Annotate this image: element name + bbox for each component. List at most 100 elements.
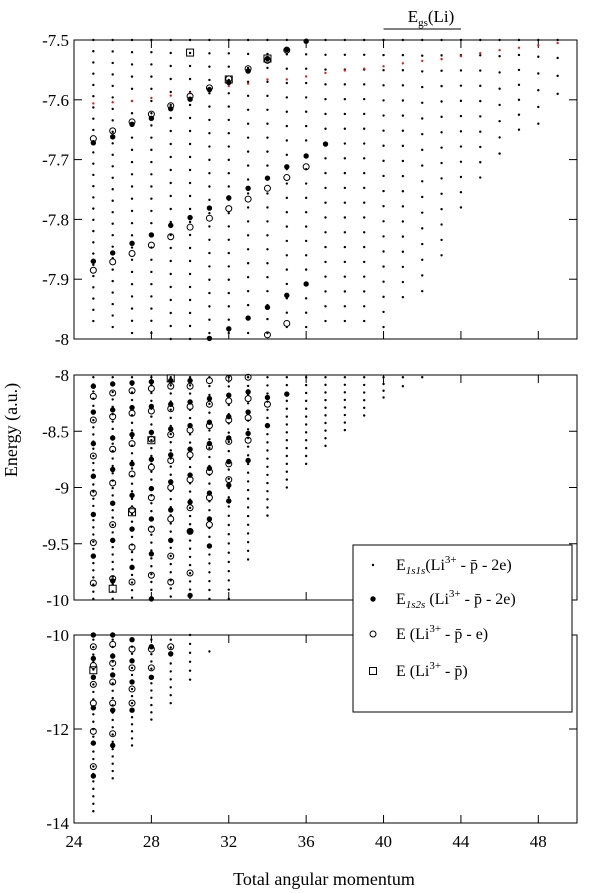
open-circle <box>89 266 97 274</box>
red-dot <box>479 51 482 55</box>
small-dot <box>208 185 211 188</box>
small-dot <box>111 279 114 283</box>
small-dot <box>150 391 153 395</box>
small-dot <box>246 80 250 84</box>
small-dot <box>92 765 95 768</box>
filled-circle <box>226 79 232 86</box>
filled-circle <box>148 379 155 385</box>
small-dot <box>150 572 153 576</box>
filled-circle <box>168 222 174 229</box>
small-dot <box>227 376 230 379</box>
small-dot <box>130 421 134 425</box>
small-dot <box>517 83 521 87</box>
small-dot <box>362 231 366 234</box>
small-dot <box>92 802 95 805</box>
small-dot <box>517 38 521 42</box>
small-dot <box>246 234 250 237</box>
small-dot <box>169 259 172 263</box>
small-dot <box>459 191 463 194</box>
small-dot <box>111 457 114 460</box>
open-circle <box>283 174 291 182</box>
open-circle <box>186 451 194 459</box>
small-dot <box>130 588 134 592</box>
small-dot <box>188 233 192 237</box>
small-dot <box>362 290 366 293</box>
filled-circle <box>148 516 155 522</box>
small-dot <box>343 186 347 190</box>
small-dot <box>304 225 308 228</box>
small-dot <box>111 762 114 765</box>
small-dot <box>266 433 269 436</box>
small-dot <box>130 730 134 733</box>
small-dot <box>130 535 134 539</box>
small-dot <box>246 108 250 111</box>
small-dot <box>188 51 192 55</box>
filled-circle <box>109 578 116 584</box>
small-dot <box>188 272 192 276</box>
small-dot <box>150 502 153 505</box>
small-dot <box>382 174 385 178</box>
small-dot <box>169 311 172 315</box>
small-dot <box>440 84 443 88</box>
small-dot <box>343 290 347 293</box>
small-dot <box>362 83 366 86</box>
small-dot <box>440 238 443 242</box>
small-dot <box>343 406 347 409</box>
filled-circle <box>129 492 135 499</box>
small-dot <box>150 319 153 323</box>
small-dot <box>285 415 289 418</box>
small-dot <box>130 331 134 335</box>
small-dot <box>111 153 114 157</box>
small-dot <box>111 211 114 214</box>
open-circle <box>186 426 194 434</box>
small-dot <box>188 103 192 107</box>
small-dot <box>421 227 424 230</box>
filled-circle <box>168 507 174 513</box>
small-dot <box>188 298 192 302</box>
open-circle <box>225 416 233 424</box>
open-circle <box>128 685 136 693</box>
small-dot <box>169 579 172 582</box>
small-dot <box>246 462 250 466</box>
small-dot <box>246 558 250 561</box>
open-circle <box>128 664 136 672</box>
small-dot <box>285 383 289 387</box>
small-dot <box>266 108 269 111</box>
small-dot <box>246 445 250 448</box>
small-dot <box>188 572 192 575</box>
filled-circle <box>206 516 213 522</box>
small-dot <box>343 391 347 394</box>
open-circle <box>89 452 97 460</box>
small-dot <box>169 416 172 420</box>
small-dot <box>285 407 289 410</box>
small-dot <box>111 777 114 780</box>
small-dot <box>150 533 153 536</box>
small-dot <box>382 69 385 72</box>
small-dot <box>343 97 347 101</box>
small-dot <box>111 50 114 53</box>
open-circle <box>205 214 213 222</box>
open-circle <box>109 479 117 487</box>
small-dot <box>130 270 134 274</box>
legend-marker-small-dot <box>371 563 375 567</box>
open-circle <box>109 127 117 135</box>
small-dot <box>401 114 405 117</box>
small-dot <box>421 195 424 199</box>
red-dot <box>362 67 366 70</box>
panel-bottom-ticks: -10 -12 -14 <box>46 626 577 833</box>
small-dot <box>401 265 405 269</box>
filled-circle <box>245 389 251 395</box>
small-dot <box>382 310 385 314</box>
open-circle <box>147 664 155 672</box>
small-dot <box>169 670 172 673</box>
small-dot <box>111 545 114 549</box>
open-circle <box>128 249 136 257</box>
small-dot <box>459 206 463 209</box>
small-dot <box>324 53 327 56</box>
small-dot <box>362 376 366 379</box>
filled-circle <box>90 553 97 559</box>
small-dot <box>111 165 114 168</box>
open-circle <box>244 414 252 422</box>
small-dot <box>401 376 405 379</box>
y-tick-label: -8.5 <box>42 422 69 441</box>
